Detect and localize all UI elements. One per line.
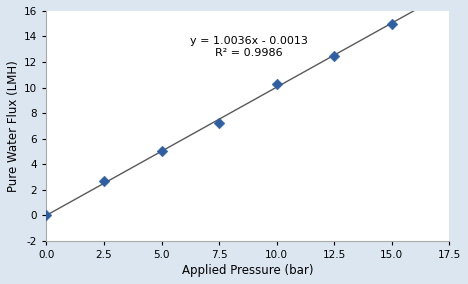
Point: [215, 121, 223, 126]
Text: y = 1.0036x - 0.0013
R² = 0.9986: y = 1.0036x - 0.0013 R² = 0.9986: [190, 36, 308, 57]
Point: [330, 54, 338, 59]
Y-axis label: Pure Water Flux (LMH): Pure Water Flux (LMH): [7, 60, 20, 192]
X-axis label: Applied Pressure (bar): Applied Pressure (bar): [182, 264, 314, 277]
Point: [388, 22, 395, 26]
Point: [100, 179, 108, 184]
Point: [43, 213, 50, 218]
Point: [158, 149, 165, 153]
Point: [273, 82, 280, 86]
